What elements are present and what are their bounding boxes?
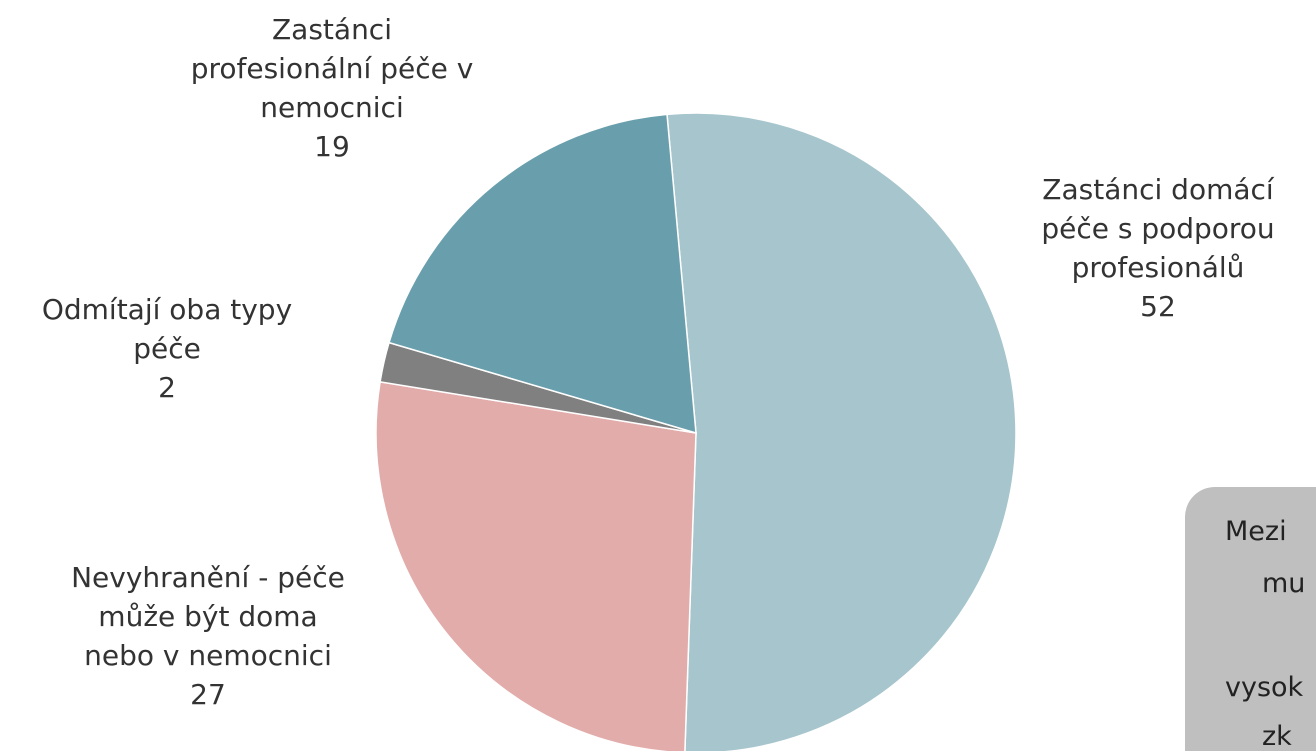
pie-slice [388,113,697,435]
slice-label: Zastánci domácí péče s podporou profesio… [1041,173,1275,284]
slice-label: Odmítají oba typy péče [41,293,293,365]
slice-value: 52 [1140,290,1176,323]
pie-slice [375,380,697,751]
pie-slice [666,112,1017,751]
slice-label: Zastánci profesionální péče v nemocnici [190,13,474,124]
slice-value: 19 [314,130,350,163]
slice-value: 27 [190,678,226,711]
annotation-text: mu [1262,568,1305,599]
annotation-text: zk [1262,721,1292,751]
slice-value: 2 [158,371,176,404]
slice-label: Nevyhranění - péče může být doma nebo v … [71,561,345,672]
annotation-text: vysok [1225,672,1304,703]
annotation-text: Mezi [1225,516,1287,547]
annotation-box [1185,487,1316,751]
